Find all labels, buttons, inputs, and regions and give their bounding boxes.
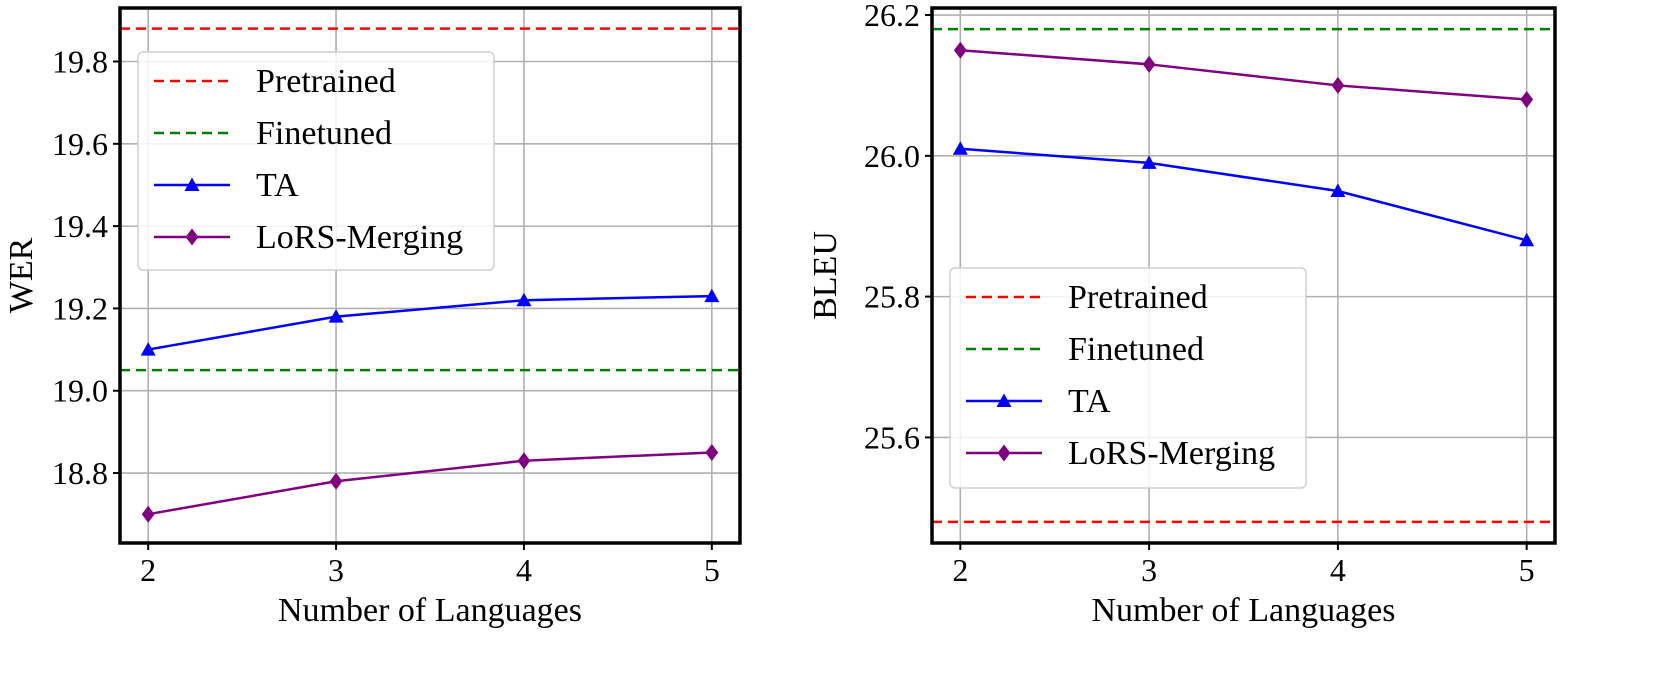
x-tick-label: 3 [1141,552,1157,588]
ta-point [140,342,156,356]
lors-merging-point [329,472,343,490]
y-axis-label: BLEU [807,231,844,320]
ta-legend-marker [996,393,1012,407]
lors-merging-point [141,505,155,523]
lors-merging-point [705,443,719,461]
ta-point [1519,232,1535,247]
lors-merging-point [1142,55,1156,73]
y-tick-label: 19.8 [52,44,108,80]
ta-point [704,288,720,303]
lors-merging-point [517,452,531,470]
legend-box [137,51,495,271]
legend-box [949,267,1307,489]
x-axis-label: Number of Languages [278,592,582,629]
x-tick-label: 5 [704,552,720,588]
legend-label: Finetuned [256,115,392,152]
plot-frame [118,6,742,545]
legend-label: Pretrained [1068,279,1208,316]
legend-label: TA [256,167,299,204]
ta-series-line [147,294,712,351]
legend-label: Pretrained [256,63,396,100]
ta-point [952,141,968,155]
legend-label: Finetuned [1068,331,1204,368]
x-tick-label: 4 [1330,552,1346,588]
legend-label: TA [1068,383,1111,420]
x-tick-label: 4 [516,552,532,588]
y-tick-label: 19.6 [52,126,108,162]
legend-label: LoRS-Merging [256,219,463,256]
x-tick-label: 2 [952,552,968,588]
lors-merging-legend-marker [997,444,1011,462]
y-tick-label: 19.4 [52,208,108,244]
y-tick-label: 26.0 [864,138,920,174]
bleu-panel: 2 3 4 5 25.6 25.8 26.0 26.2 Number of Languages B… [807,0,1557,629]
x-tick-label: 5 [1519,552,1535,588]
ta-series-line [960,147,1527,242]
y-tick-label: 19.0 [52,373,108,409]
y-tick-label: 19.2 [52,290,108,326]
y-tick-label: 25.8 [864,279,920,315]
lors-merging-series-line [960,48,1527,101]
y-axis-label: WER [3,237,40,313]
plot-frame [930,6,1557,545]
lors-merging-point [953,41,967,59]
y-tick-label: 25.6 [864,419,920,455]
y-tick-label: 18.8 [52,455,108,491]
ta-point [516,292,532,307]
ta-legend-marker [184,177,200,191]
x-tick-label: 3 [328,552,344,588]
ta-point [1330,183,1346,198]
ta-point [1141,155,1157,169]
lors-merging-series-line [147,451,712,516]
legend: Pretrained Finetuned TA LoRS-Merging [137,51,495,271]
x-tick-label: 2 [140,552,156,588]
lors-merging-legend-marker [185,228,199,246]
y-tick-label: 26.2 [864,0,920,33]
lors-merging-point [1331,76,1345,94]
legend: Pretrained Finetuned TA LoRS-Merging [949,267,1307,489]
lors-merging-point [1520,91,1534,109]
legend-label: LoRS-Merging [1068,435,1275,472]
wer-panel: 2 3 4 5 18.8 19.0 19.2 19.4 19.6 19.8 Number of La… [3,6,742,629]
x-axis-label: Number of Languages [1091,592,1395,629]
ta-point [328,309,344,323]
